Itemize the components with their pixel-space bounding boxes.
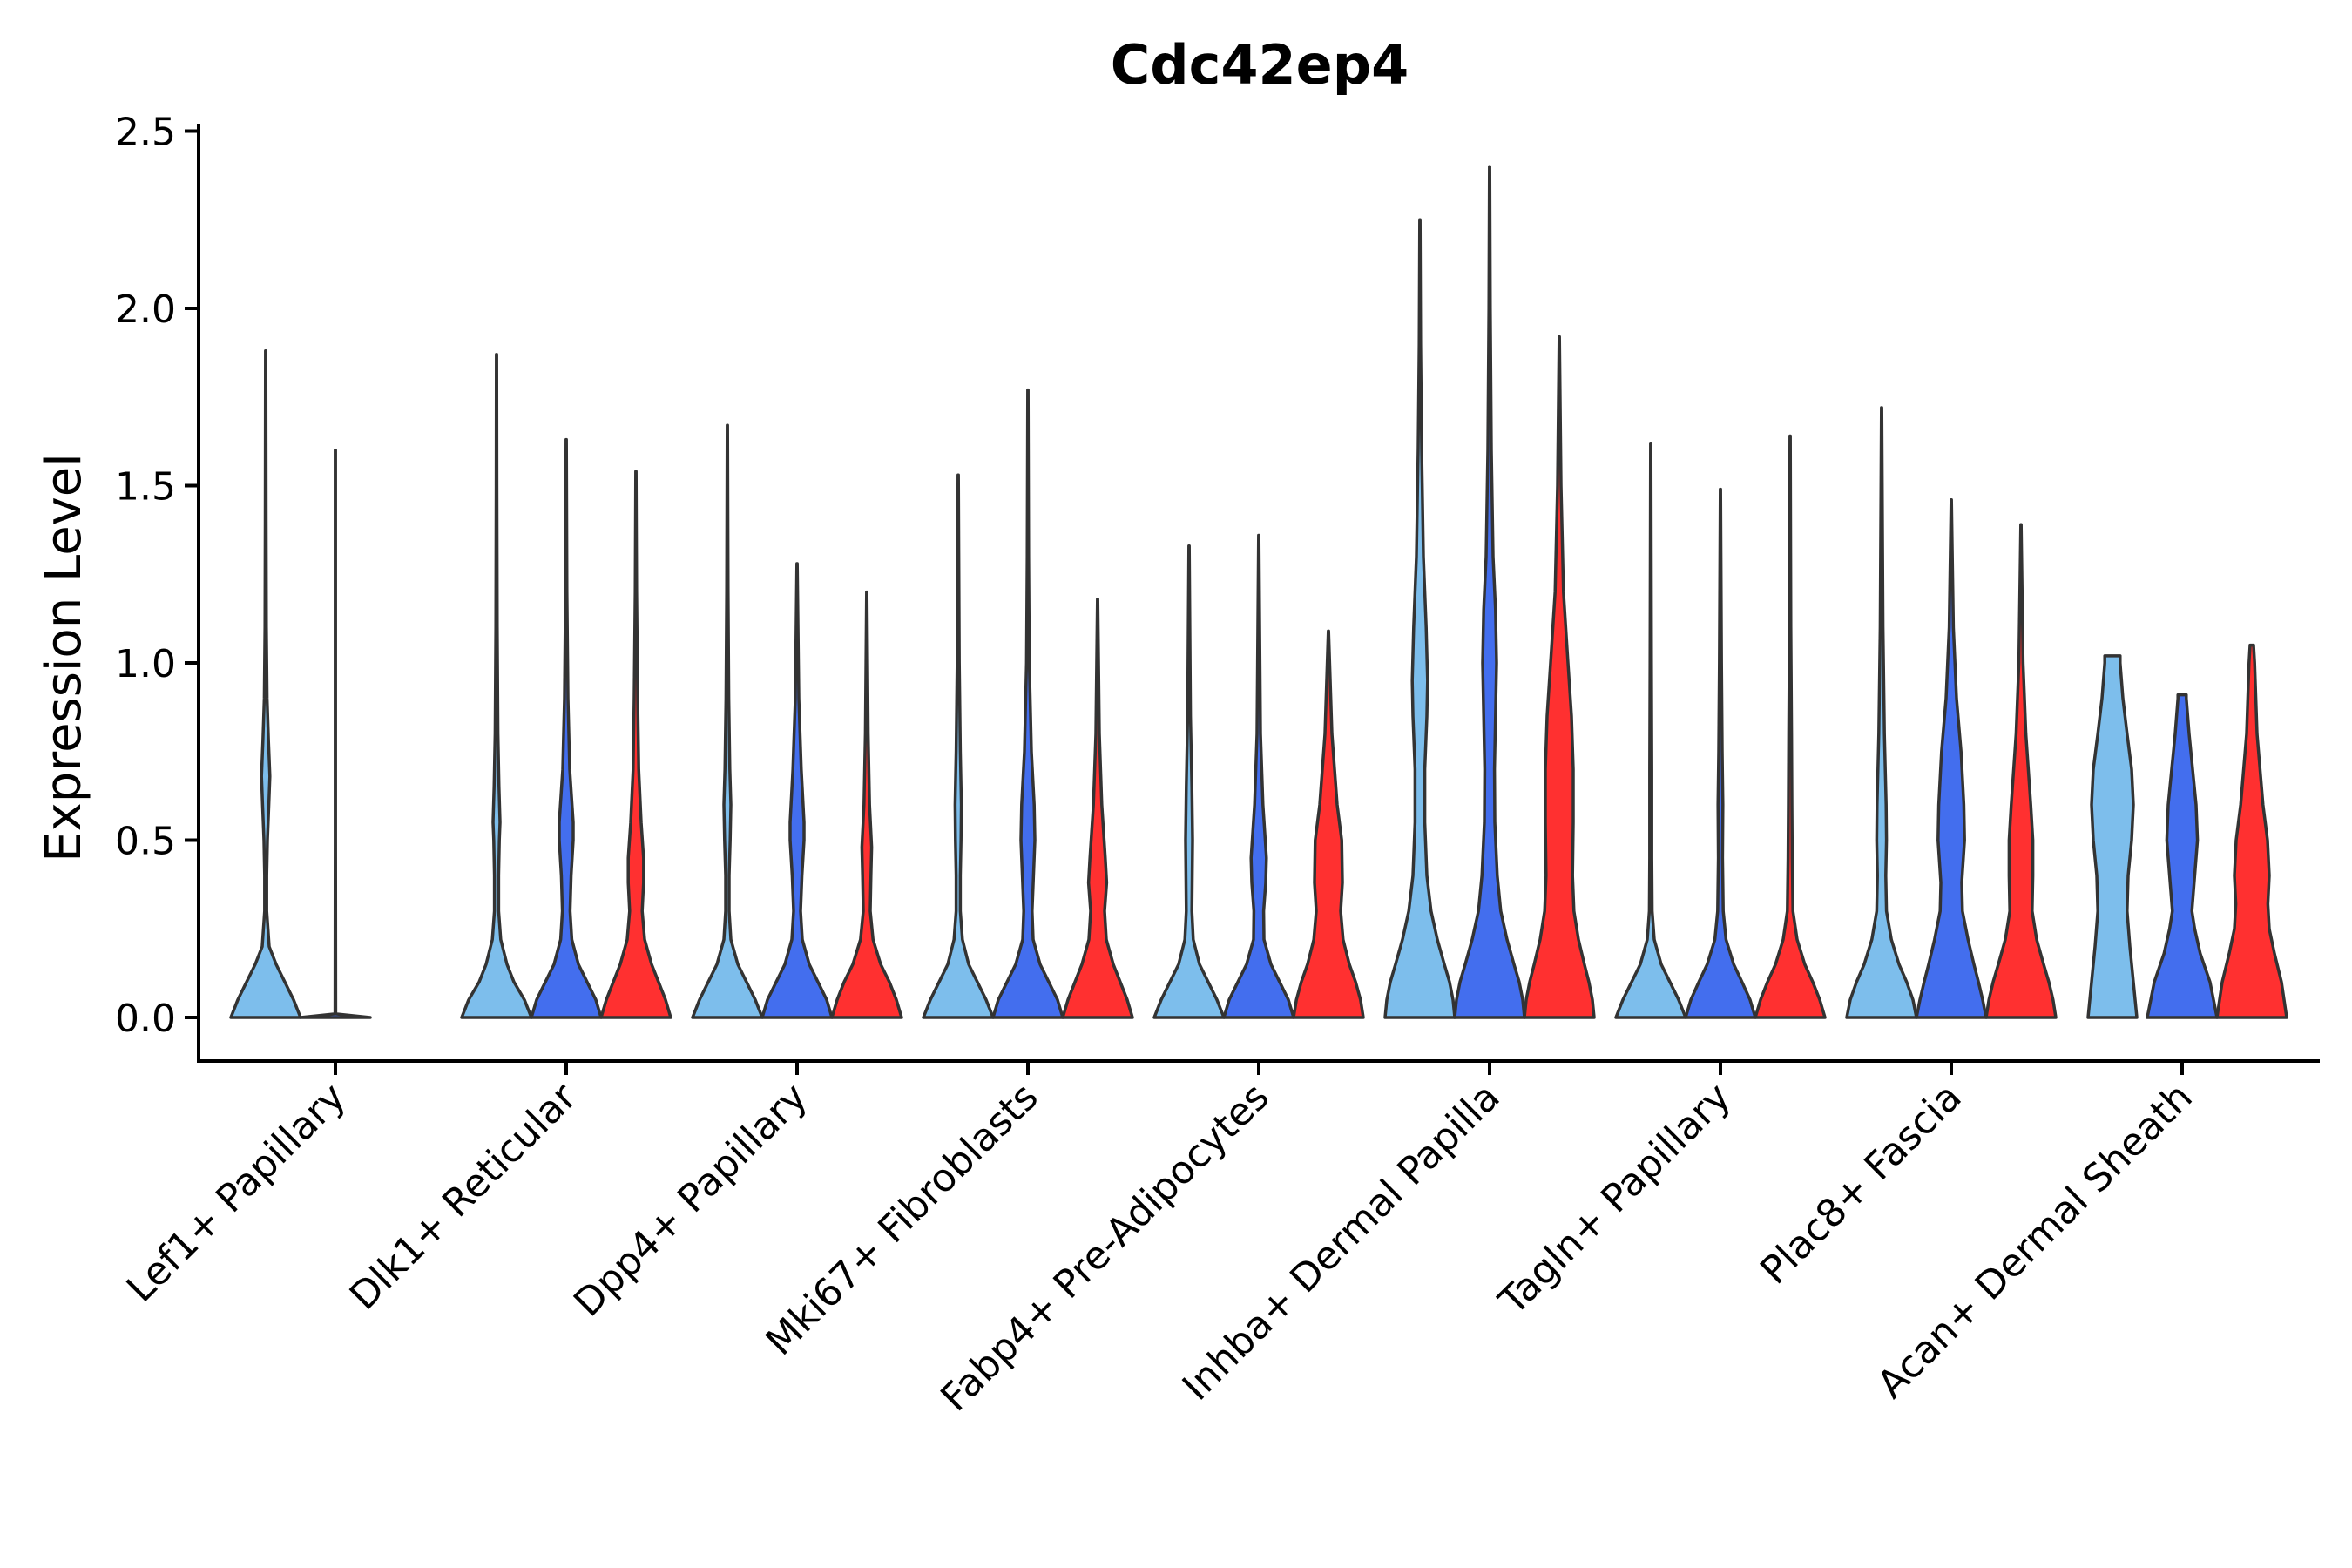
violin-acan-dermal-sheath-group-2 (2146, 693, 2219, 1019)
x-tick-label: Dlk1+ Reticular (341, 1074, 586, 1319)
violin-fabp4-pre-adipocytes-group-3 (1292, 629, 1365, 1019)
violin-plac8-fascia-group-3 (1984, 523, 2058, 1019)
violin-mki67-fibroblasts-group-3 (1061, 597, 1134, 1019)
y-tick-label: 0.0 (115, 997, 176, 1041)
y-axis-label: Expression Level (36, 453, 92, 862)
x-tick-label: Dpp4+ Papillary (565, 1075, 816, 1326)
x-tick-label: Lef1+ Papillary (118, 1075, 355, 1311)
violin-inhba-dermal-papilla-group-3 (1523, 335, 1596, 1019)
chart-title: Cdc42ep4 (1111, 33, 1409, 97)
violin-fabp4-pre-adipocytes-group-2 (1222, 533, 1295, 1019)
violin-plac8-fascia-group-2 (1915, 498, 1988, 1019)
violin-plac8-fascia-group-1 (1845, 406, 1918, 1019)
violin-lef1-papillary-group-2 (299, 449, 372, 1019)
violin-tagln-papillary-group-3 (1754, 434, 1827, 1019)
y-tick-label: 2.5 (115, 111, 176, 155)
violin-inhba-dermal-papilla-group-2 (1453, 165, 1526, 1019)
y-tick-label: 2.0 (115, 287, 176, 332)
violins-layer (229, 165, 2288, 1019)
violin-mki67-fibroblasts-group-2 (991, 388, 1064, 1019)
violin-mki67-fibroblasts-group-1 (922, 473, 995, 1019)
violin-dpp4-papillary-group-3 (830, 590, 903, 1019)
violin-dlk1-reticular-group-3 (599, 470, 672, 1019)
violin-tagln-papillary-group-1 (1614, 441, 1687, 1019)
y-tick-label: 1.0 (115, 642, 176, 686)
violin-acan-dermal-sheath-group-1 (2086, 654, 2139, 1019)
violin-fabp4-pre-adipocytes-group-1 (1152, 544, 1226, 1019)
y-tick-label: 0.5 (115, 820, 176, 864)
x-tick-label: Plac8+ Fascia (1752, 1075, 1970, 1294)
violin-dlk1-reticular-group-2 (530, 437, 603, 1019)
violin-dpp4-papillary-group-1 (691, 423, 764, 1019)
x-tick-label: Tagln+ Papillary (1490, 1075, 1740, 1324)
violin-tagln-papillary-group-2 (1684, 487, 1757, 1019)
y-tick-label: 1.5 (115, 465, 176, 510)
violin-dpp4-papillary-group-2 (760, 562, 834, 1019)
y-axis-ticks: 0.0 0.5 1.0 1.5 2.0 2.5 (115, 111, 199, 1041)
violin-acan-dermal-sheath-group-3 (2215, 643, 2288, 1019)
violin-lef1-papillary-group-1 (229, 349, 302, 1019)
violin-inhba-dermal-papilla-group-1 (1383, 218, 1456, 1019)
violin-dlk1-reticular-group-1 (460, 353, 533, 1019)
